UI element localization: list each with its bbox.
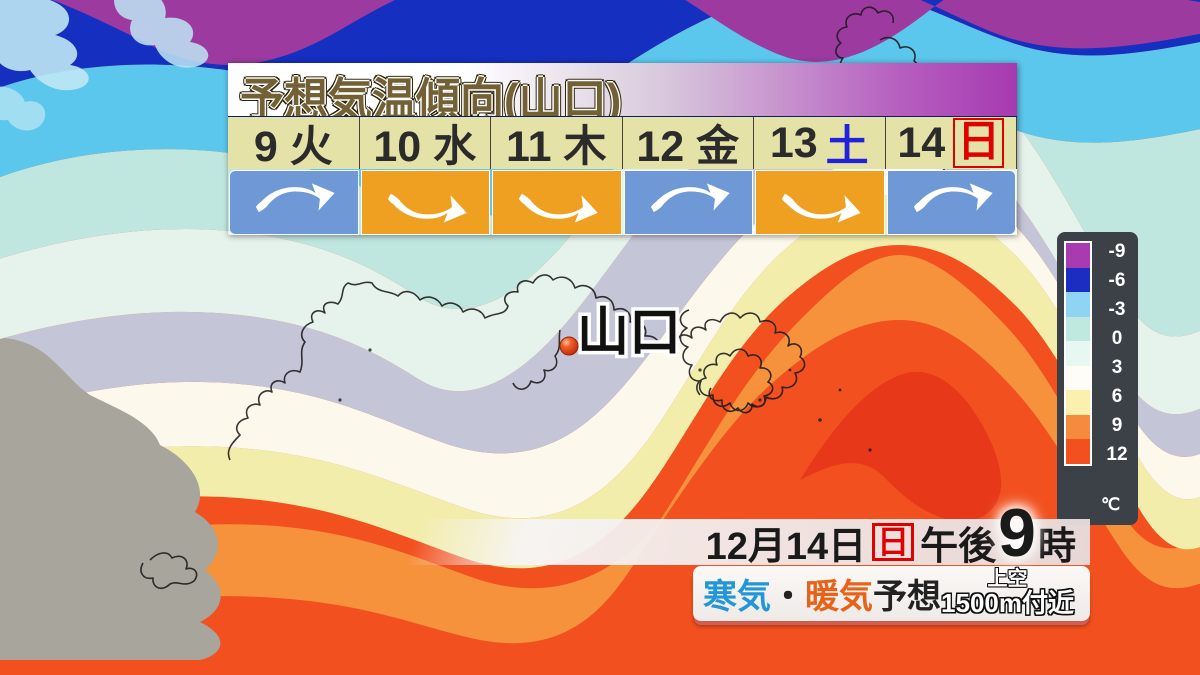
svg-text:山口: 山口: [577, 304, 681, 362]
